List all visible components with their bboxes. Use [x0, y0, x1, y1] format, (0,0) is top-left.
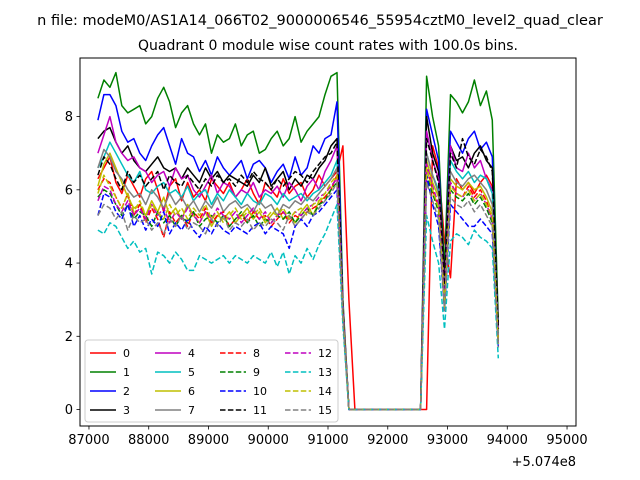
x-tick-label: 91000 — [307, 433, 348, 448]
x-tick-label: 94000 — [487, 433, 528, 448]
legend-item-15: 15 — [285, 404, 332, 417]
legend-item-4: 4 — [155, 347, 195, 360]
series-line-9 — [97, 174, 500, 411]
series-line-1 — [97, 71, 500, 411]
legend-label: 7 — [188, 404, 195, 417]
y-tick-label: 2 — [65, 330, 73, 345]
legend-label: 13 — [318, 366, 332, 379]
x-tick-label: 88000 — [128, 433, 169, 448]
legend-item-5: 5 — [155, 366, 195, 379]
series-line-11 — [97, 137, 500, 411]
legend-item-10: 10 — [220, 385, 267, 398]
series-line-2 — [97, 93, 500, 411]
legend-label: 4 — [188, 347, 195, 360]
series-line-13 — [97, 203, 500, 411]
legend-label: 0 — [123, 347, 130, 360]
legend-label: 2 — [123, 385, 130, 398]
x-tick-label: 87000 — [68, 433, 109, 448]
x-tick-label: 95000 — [546, 433, 587, 448]
series-line-3 — [97, 115, 500, 411]
chart-title: Quadrant 0 module wise count rates with … — [138, 38, 518, 54]
legend-label: 9 — [253, 366, 260, 379]
legend-label: 8 — [253, 347, 260, 360]
legend-item-13: 13 — [285, 366, 332, 379]
legend-item-12: 12 — [285, 347, 332, 360]
x-tick-label: 90000 — [248, 433, 289, 448]
series-line-12 — [97, 163, 500, 411]
legend-item-6: 6 — [155, 385, 195, 398]
legend-label: 1 — [123, 366, 130, 379]
legend-item-7: 7 — [155, 404, 195, 417]
legend-item-14: 14 — [285, 385, 332, 398]
y-tick-label: 4 — [65, 257, 73, 272]
legend-item-3: 3 — [90, 404, 130, 417]
legend-item-9: 9 — [220, 366, 260, 379]
legend-label: 3 — [123, 404, 130, 417]
figure-suptitle: n file: modeM0/AS1A14_066T02_9000006546_… — [37, 13, 603, 29]
x-tick-label: 89000 — [188, 433, 229, 448]
legend-label: 6 — [188, 385, 195, 398]
legend-item-2: 2 — [90, 385, 130, 398]
y-tick-label: 0 — [65, 403, 73, 418]
legend-label: 11 — [253, 404, 267, 417]
legend-item-0: 0 — [90, 347, 130, 360]
legend-item-8: 8 — [220, 347, 260, 360]
series-layer — [97, 71, 500, 411]
series-line-15 — [97, 181, 500, 411]
y-tick-label: 6 — [65, 183, 73, 198]
x-axis-offset-label: +5.074e8 — [512, 455, 576, 470]
legend-label: 5 — [188, 366, 195, 379]
series-line-7 — [97, 148, 500, 411]
legend-label: 12 — [318, 347, 332, 360]
legend-item-11: 11 — [220, 404, 267, 417]
x-tick-label: 92000 — [367, 433, 408, 448]
y-tick-label: 8 — [65, 110, 73, 125]
legend-label: 15 — [318, 404, 332, 417]
legend-frame — [84, 339, 339, 423]
x-tick-label: 93000 — [427, 433, 468, 448]
legend-label: 10 — [253, 385, 267, 398]
series-line-14 — [97, 167, 500, 411]
axis-layer: 87000 88000 89000 90000 91000 92000 93000 94000… — [65, 110, 588, 448]
legend-label: 14 — [318, 385, 332, 398]
legend-item-1: 1 — [90, 366, 130, 379]
